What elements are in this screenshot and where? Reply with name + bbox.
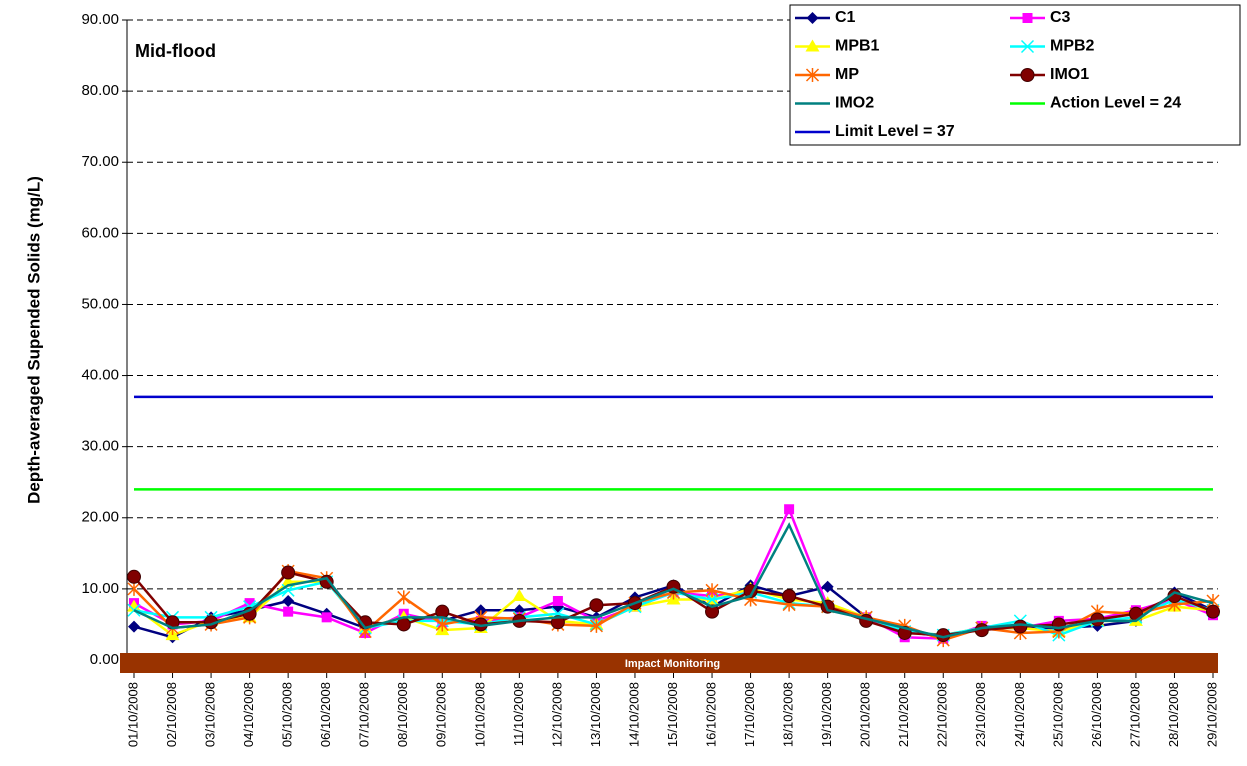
y-tick-label: 30.00 <box>81 438 119 455</box>
x-tick-label: 18/10/2008 <box>781 682 796 747</box>
y-tick-label: 60.00 <box>81 224 119 241</box>
marker <box>435 617 449 632</box>
y-axis-label: Depth-averaged Supended Solids (mg/L) <box>24 176 43 504</box>
marker <box>397 590 411 605</box>
x-tick-label: 07/10/2008 <box>357 682 372 747</box>
marker <box>396 617 411 632</box>
x-tick-label: 01/10/2008 <box>125 682 140 747</box>
marker <box>589 618 603 633</box>
marker <box>805 39 820 52</box>
x-tick-label: 21/10/2008 <box>896 682 911 747</box>
x-tick-label: 24/10/2008 <box>1012 682 1027 747</box>
x-tick-label: 08/10/2008 <box>395 682 410 747</box>
marker <box>821 580 834 593</box>
marker <box>1020 39 1035 54</box>
marker <box>784 504 795 515</box>
x-tick-label: 19/10/2008 <box>819 682 834 747</box>
marker <box>127 569 141 584</box>
series-line <box>133 522 1214 639</box>
marker <box>705 583 719 598</box>
marker <box>705 604 720 619</box>
x-tick-label: 13/10/2008 <box>588 682 603 747</box>
legend-label: MPB2 <box>1050 38 1095 55</box>
x-tick-label: 22/10/2008 <box>935 682 950 747</box>
marker <box>550 615 565 630</box>
y-tick-label: 80.00 <box>81 82 119 99</box>
legend-label: C3 <box>1050 9 1071 26</box>
impact-band <box>120 653 1218 673</box>
x-tick-label: 15/10/2008 <box>665 682 680 747</box>
y-tick-label: 20.00 <box>81 509 119 526</box>
marker <box>782 589 797 603</box>
marker <box>806 12 819 24</box>
marker <box>589 598 604 613</box>
marker <box>128 620 140 633</box>
marker <box>321 612 332 623</box>
x-tick-label: 04/10/2008 <box>241 682 256 747</box>
y-tick-label: 0.00 <box>90 651 119 668</box>
legend-label: Limit Level = 37 <box>835 123 955 140</box>
legend-label: MP <box>835 66 859 83</box>
marker <box>127 599 141 612</box>
marker <box>1022 13 1033 23</box>
y-tick-label: 10.00 <box>81 580 119 597</box>
y-tick-label: 90.00 <box>81 11 119 28</box>
x-tick-label: 02/10/2008 <box>164 682 179 747</box>
marker <box>244 598 255 609</box>
marker <box>127 603 141 617</box>
marker <box>281 565 296 580</box>
y-tick-label: 50.00 <box>81 295 119 312</box>
x-tick-label: 17/10/2008 <box>742 682 757 747</box>
legend-label: C1 <box>835 9 856 26</box>
marker <box>127 581 141 596</box>
annotation: Mid-flood <box>135 41 216 61</box>
x-tick-label: 03/10/2008 <box>203 682 218 747</box>
x-tick-label: 16/10/2008 <box>703 682 718 747</box>
marker <box>1206 604 1220 619</box>
y-tick-label: 40.00 <box>81 367 119 384</box>
x-tick-label: 23/10/2008 <box>973 682 988 747</box>
x-tick-label: 27/10/2008 <box>1127 682 1142 747</box>
marker <box>805 68 820 82</box>
legend-label: Action Level = 24 <box>1050 95 1181 112</box>
x-tick-label: 26/10/2008 <box>1089 682 1104 747</box>
x-tick-label: 28/10/2008 <box>1166 682 1181 747</box>
marker <box>1090 612 1105 627</box>
marker <box>1020 68 1035 82</box>
marker <box>283 606 294 617</box>
legend-label: MPB1 <box>835 38 880 55</box>
x-tick-label: 10/10/2008 <box>472 682 487 747</box>
band-label: Impact Monitoring <box>625 658 720 670</box>
legend-label: IMO1 <box>1050 66 1089 83</box>
x-tick-label: 14/10/2008 <box>626 682 641 747</box>
marker <box>1013 619 1028 634</box>
x-tick-label: 25/10/2008 <box>1050 682 1065 747</box>
x-tick-label: 09/10/2008 <box>434 682 449 747</box>
marker <box>282 594 295 607</box>
x-tick-label: 29/10/2008 <box>1204 682 1219 747</box>
x-tick-label: 20/10/2008 <box>858 682 873 747</box>
marker <box>552 595 563 606</box>
x-tick-label: 12/10/2008 <box>549 682 564 747</box>
y-tick-label: 70.00 <box>81 153 119 170</box>
x-tick-label: 11/10/2008 <box>511 682 526 746</box>
legend-label: IMO2 <box>835 95 874 112</box>
x-tick-label: 06/10/2008 <box>318 682 333 747</box>
legend: C1 C3 MPB1 MPB2 MP IMO1 IMO2 Action Level = 24 L… <box>789 4 1241 146</box>
marker <box>512 589 527 601</box>
marker <box>474 604 487 617</box>
marker <box>281 583 295 597</box>
x-tick-label: 05/10/2008 <box>280 682 295 747</box>
